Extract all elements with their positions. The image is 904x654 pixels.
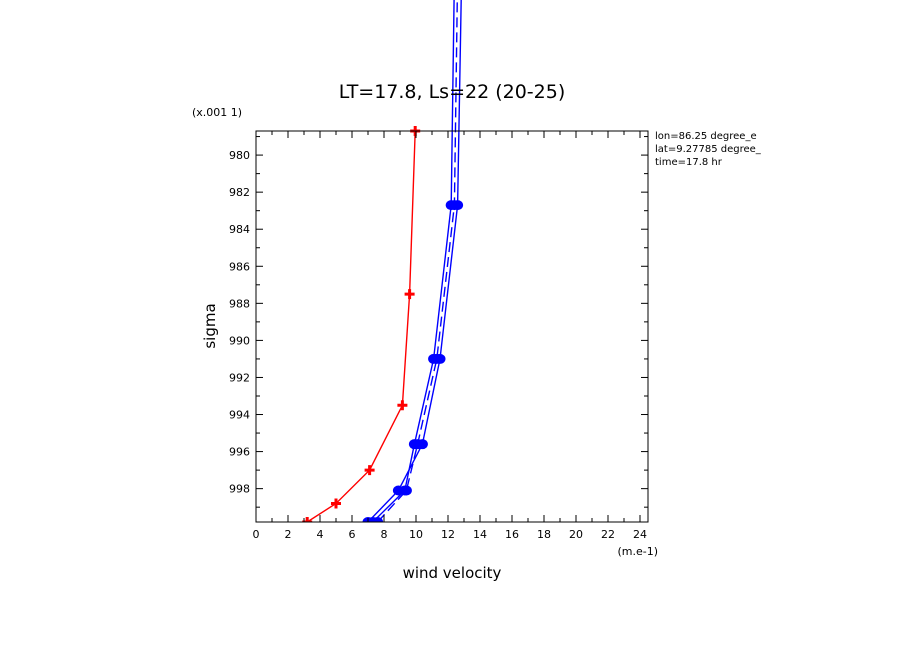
y-tick-label: 992 (229, 371, 250, 384)
y-tick-label: 980 (229, 149, 250, 162)
y-unit-label: (x.001 1) (192, 106, 242, 119)
x-tick-label: 0 (253, 528, 260, 541)
x-tick-label: 24 (633, 528, 647, 541)
y-tick-label: 988 (229, 297, 250, 310)
y-tick-label: 984 (229, 223, 250, 236)
x-tick-label: 2 (285, 528, 292, 541)
x-tick-label: 10 (409, 528, 423, 541)
y-tick-label: 996 (229, 446, 250, 459)
series-line (367, 0, 462, 522)
x-axis-label: wind velocity (403, 564, 502, 582)
x-tick-label: 14 (473, 528, 487, 541)
x-tick-label: 16 (505, 528, 519, 541)
x-tick-label: 6 (349, 528, 356, 541)
series-3 (367, 0, 457, 522)
y-tick-labels: 980 982 984 986 988 990 992 994 996 998 (229, 149, 250, 496)
y-tick-label: 982 (229, 186, 250, 199)
x-unit-label: (m.e-1) (617, 545, 658, 558)
y-tick-label: 990 (229, 334, 250, 347)
data-point (399, 485, 411, 496)
data-point (428, 353, 440, 364)
info-line-time: time=17.8 hr (655, 157, 723, 168)
x-tick-label: 12 (441, 528, 455, 541)
x-tick-labels: 0 2 4 6 8 10 12 14 16 18 20 22 24 (253, 528, 648, 541)
series-layer (302, 0, 464, 522)
data-point (408, 439, 420, 450)
series-line (377, 0, 458, 522)
info-line-lon: lon=86.25 degree_e (655, 131, 757, 142)
data-point (404, 289, 415, 300)
x-tick-label: 4 (317, 528, 324, 541)
series-0 (302, 126, 421, 522)
data-point (331, 498, 341, 509)
x-tick-label: 8 (381, 528, 388, 541)
plot-frame (255, 130, 649, 523)
ticks-layer (255, 131, 648, 522)
series-line (306, 130, 416, 522)
x-tick-label: 22 (601, 528, 615, 541)
data-point (445, 200, 457, 211)
info-line-lat: lat=9.27785 degree_ (655, 144, 762, 155)
y-tick-label: 986 (229, 260, 250, 273)
y-axis-label: sigma (201, 303, 219, 348)
series-line (372, 0, 455, 522)
data-point (397, 400, 408, 411)
x-tick-label: 18 (537, 528, 551, 541)
y-tick-label: 994 (229, 409, 250, 422)
data-point (367, 517, 379, 522)
x-tick-label: 20 (569, 528, 583, 541)
chart-title: LT=17.8, Ls=22 (20-25) (339, 81, 566, 103)
info-box: lon=86.25 degree_e lat=9.27785 degree_ t… (655, 131, 762, 168)
data-point (364, 465, 375, 476)
y-tick-label: 998 (229, 483, 250, 496)
data-point (302, 517, 313, 522)
